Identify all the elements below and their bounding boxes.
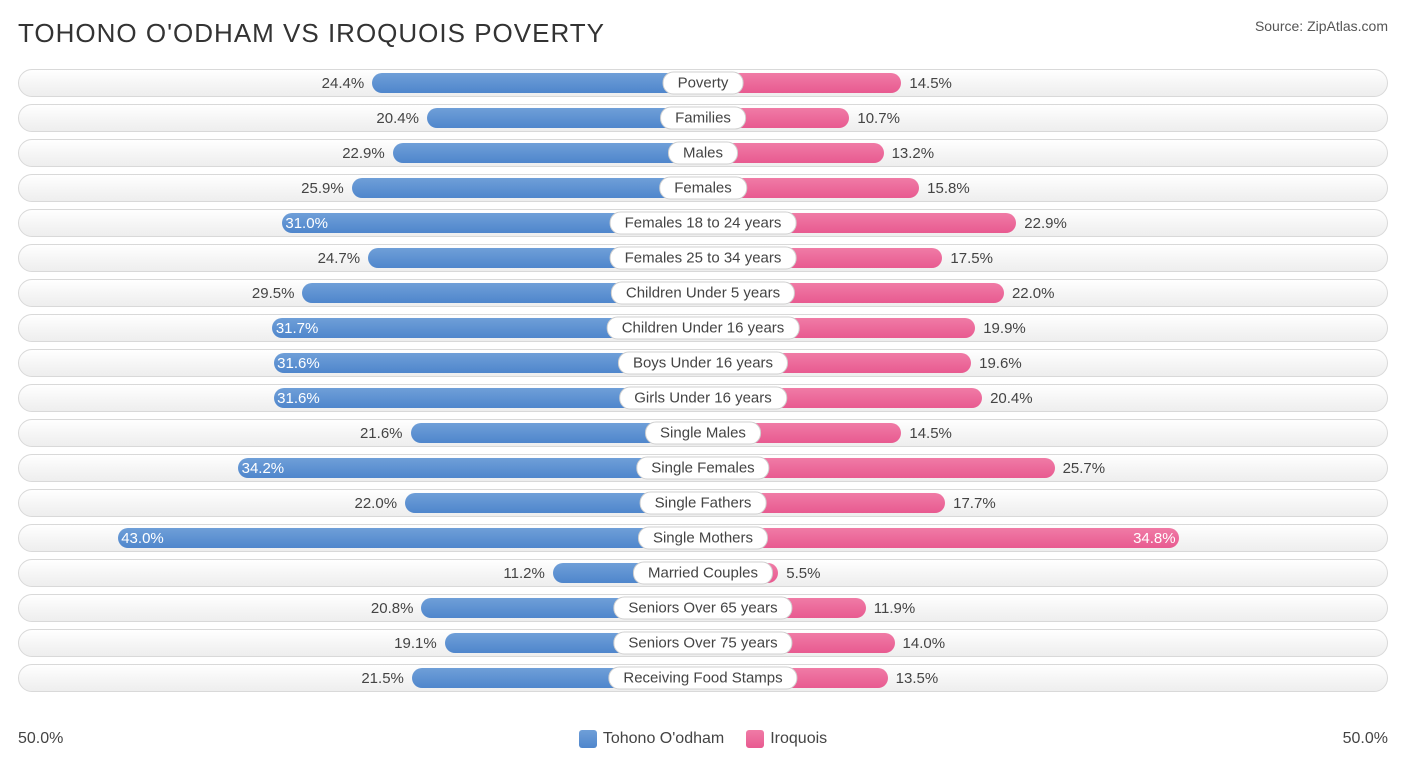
value-right: 25.7% (1055, 458, 1106, 478)
bar-left (118, 528, 706, 548)
chart-header: TOHONO O'ODHAM VS IROQUOIS POVERTY Sourc… (18, 18, 1388, 49)
value-left: 24.7% (318, 248, 369, 268)
category-label: Females 18 to 24 years (610, 212, 797, 235)
chart-container: TOHONO O'ODHAM VS IROQUOIS POVERTY Sourc… (0, 0, 1406, 758)
chart-row: 43.0% 34.8% Single Mothers (18, 524, 1388, 552)
category-label: Children Under 16 years (607, 317, 800, 340)
value-right: 19.9% (975, 318, 1026, 338)
value-left: 20.4% (376, 108, 427, 128)
chart-rows: 24.4% 14.5% Poverty 20.4% 10.7% Families 22.9%… (18, 69, 1388, 718)
category-label: Married Couples (633, 562, 773, 585)
bar-left (372, 73, 706, 93)
category-label: Seniors Over 75 years (613, 632, 792, 655)
value-left: 25.9% (301, 178, 352, 198)
value-right: 14.5% (901, 423, 952, 443)
value-left: 31.0% (285, 213, 336, 233)
value-left: 29.5% (252, 283, 303, 303)
category-label: Single Males (645, 422, 761, 445)
value-left: 11.2% (503, 563, 552, 583)
chart-row: 20.4% 10.7% Families (18, 104, 1388, 132)
chart-row: 24.7% 17.5% Females 25 to 34 years (18, 244, 1388, 272)
chart-row: 31.6% 19.6% Boys Under 16 years (18, 349, 1388, 377)
chart-row: 29.5% 22.0% Children Under 5 years (18, 279, 1388, 307)
value-left: 21.5% (361, 668, 412, 688)
value-right: 19.6% (971, 353, 1022, 373)
chart-row: 19.1% 14.0% Seniors Over 75 years (18, 629, 1388, 657)
value-right: 20.4% (982, 388, 1033, 408)
category-label: Children Under 5 years (611, 282, 795, 305)
chart-row: 21.6% 14.5% Single Males (18, 419, 1388, 447)
chart-row: 20.8% 11.9% Seniors Over 65 years (18, 594, 1388, 622)
bar-left (393, 143, 706, 163)
value-right: 13.2% (884, 143, 935, 163)
value-left: 34.2% (242, 458, 293, 478)
value-right: 34.8% (1125, 528, 1176, 548)
chart-row: 11.2% 5.5%Married Couples (18, 559, 1388, 587)
chart-row: 22.9% 13.2% Males (18, 139, 1388, 167)
category-label: Seniors Over 65 years (613, 597, 792, 620)
value-right: 14.5% (901, 73, 952, 93)
legend-item-left: Tohono O'odham (579, 730, 724, 748)
category-label: Girls Under 16 years (619, 387, 787, 410)
value-left: 22.9% (342, 143, 393, 163)
legend-swatch-left (579, 730, 597, 748)
value-right: 13.5% (888, 668, 939, 688)
bar-left (352, 178, 706, 198)
chart-row: 22.0% 17.7% Single Fathers (18, 489, 1388, 517)
chart-title: TOHONO O'ODHAM VS IROQUOIS POVERTY (18, 18, 605, 49)
legend-label-right: Iroquois (770, 730, 827, 748)
chart-row: 31.0% 22.9% Females 18 to 24 years (18, 209, 1388, 237)
chart-row: 31.6% 20.4% Girls Under 16 years (18, 384, 1388, 412)
chart-source: Source: ZipAtlas.com (1255, 18, 1388, 34)
category-label: Single Females (636, 457, 769, 480)
legend-item-right: Iroquois (746, 730, 827, 748)
chart-legend: Tohono O'odham Iroquois (579, 730, 827, 748)
category-label: Families (660, 107, 746, 130)
value-left: 20.8% (371, 598, 422, 618)
value-right: 15.8% (919, 178, 970, 198)
value-left: 31.6% (277, 353, 328, 373)
value-right: 22.0% (1004, 283, 1055, 303)
bar-right (703, 528, 1179, 548)
value-right: 22.9% (1016, 213, 1067, 233)
value-left: 31.7% (276, 318, 327, 338)
value-left: 22.0% (355, 493, 406, 513)
value-left: 21.6% (360, 423, 411, 443)
value-left: 19.1% (394, 633, 445, 653)
category-label: Receiving Food Stamps (608, 667, 797, 690)
chart-row: 24.4% 14.5% Poverty (18, 69, 1388, 97)
value-right: 5.5% (778, 563, 820, 583)
legend-label-left: Tohono O'odham (603, 730, 724, 748)
axis-max-left: 50.0% (18, 730, 63, 748)
chart-row: 34.2% 25.7% Single Females (18, 454, 1388, 482)
chart-row: 25.9% 15.8% Females (18, 174, 1388, 202)
category-label: Single Fathers (640, 492, 767, 515)
category-label: Males (668, 142, 738, 165)
value-right: 17.7% (945, 493, 996, 513)
category-label: Boys Under 16 years (618, 352, 788, 375)
value-left: 31.6% (277, 388, 328, 408)
chart-footer: 50.0% Tohono O'odham Iroquois 50.0% (18, 730, 1388, 748)
value-right: 11.9% (866, 598, 915, 618)
category-label: Females (659, 177, 747, 200)
category-label: Females 25 to 34 years (610, 247, 797, 270)
value-left: 43.0% (121, 528, 172, 548)
chart-row: 21.5% 13.5% Receiving Food Stamps (18, 664, 1388, 692)
axis-max-right: 50.0% (1343, 730, 1388, 748)
value-left: 24.4% (322, 73, 373, 93)
category-label: Poverty (663, 72, 744, 95)
value-right: 17.5% (942, 248, 993, 268)
category-label: Single Mothers (638, 527, 768, 550)
value-right: 10.7% (849, 108, 900, 128)
chart-row: 31.7% 19.9% Children Under 16 years (18, 314, 1388, 342)
value-right: 14.0% (895, 633, 946, 653)
legend-swatch-right (746, 730, 764, 748)
